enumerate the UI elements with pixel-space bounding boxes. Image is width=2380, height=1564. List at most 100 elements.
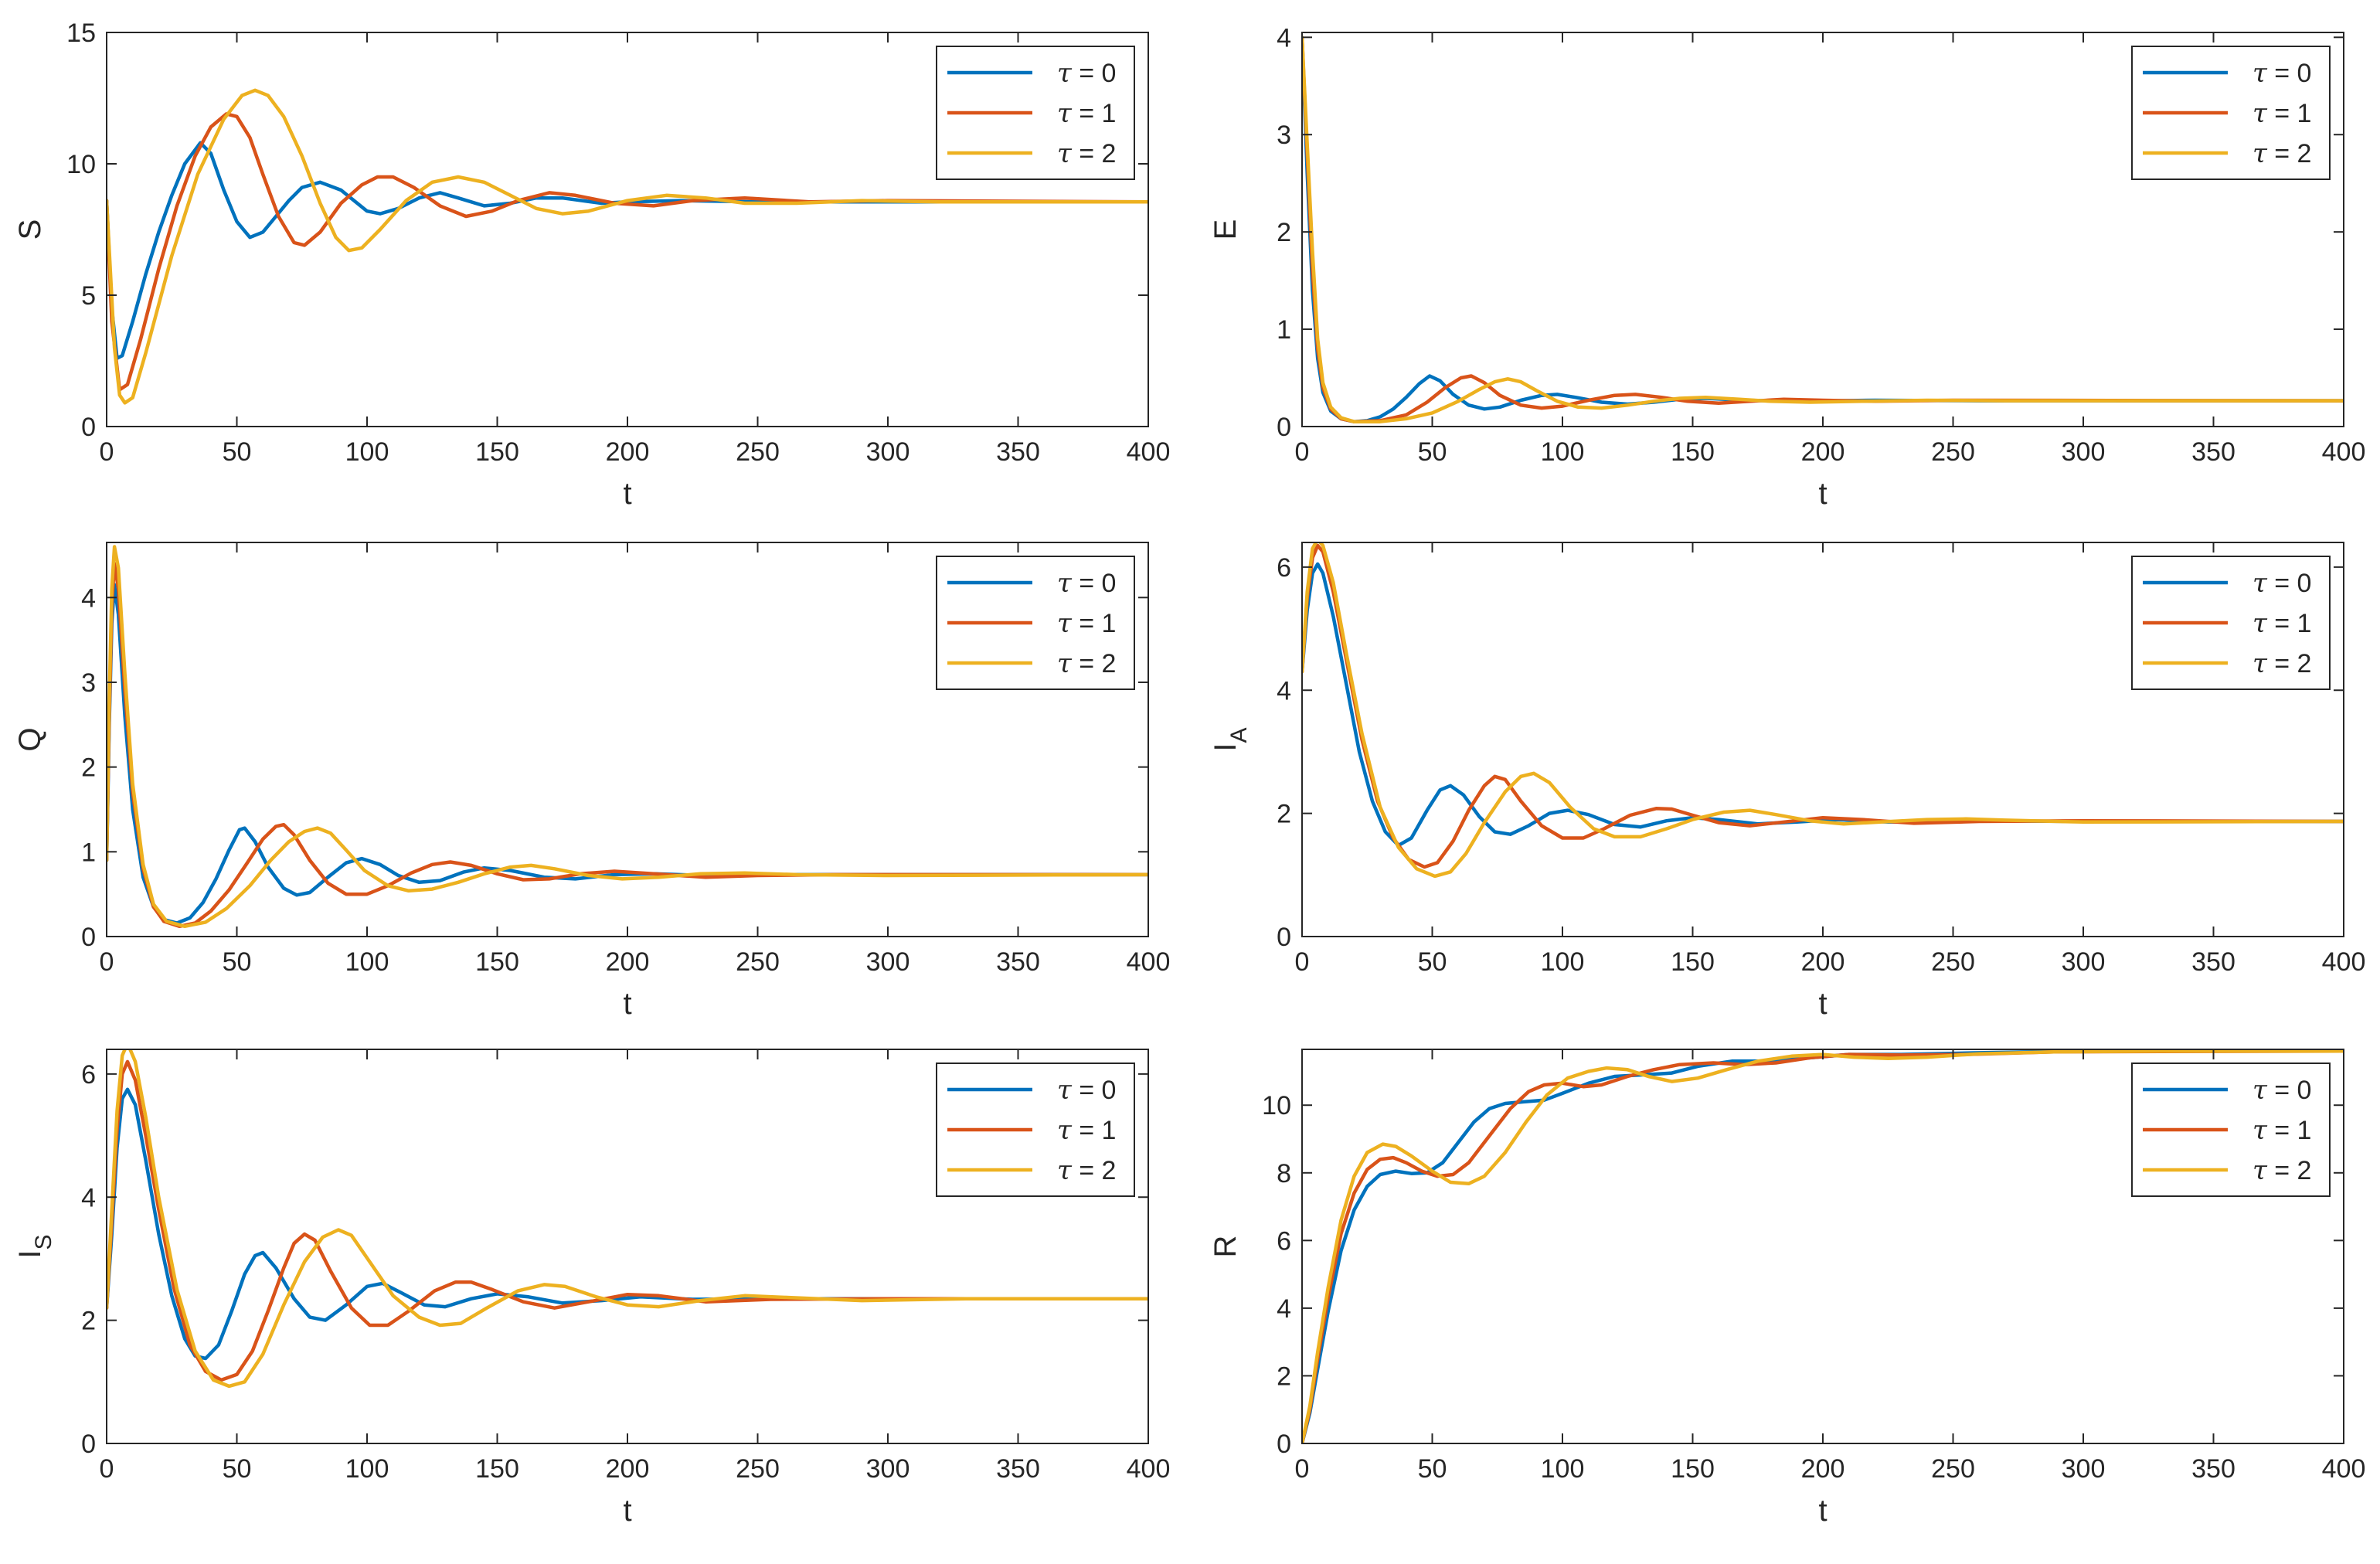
legend-tau-symbol: τ <box>1057 568 1073 599</box>
legend-entry: τ = 0 <box>1057 568 1116 599</box>
y-axis-label: Q <box>13 727 47 751</box>
y-axis-label-main: R <box>1209 1236 1243 1258</box>
x-tick-label: 0 <box>1295 1454 1310 1484</box>
legend: τ = 0τ = 1τ = 2 <box>936 1062 1135 1197</box>
x-tick-label: 0 <box>100 437 114 467</box>
x-tick-label: 400 <box>1127 437 1171 467</box>
y-axis-label-main: S <box>13 219 47 240</box>
y-tick-label: 4 <box>1277 23 1291 53</box>
legend-value: = 2 <box>2267 139 2312 168</box>
legend-value: = 0 <box>2267 1076 2312 1105</box>
legend-tau-symbol: τ <box>2252 648 2268 679</box>
x-tick-label: 150 <box>1671 947 1715 977</box>
x-tick-label: 250 <box>1931 1454 1975 1484</box>
y-tick-label: 10 <box>66 150 96 179</box>
legend-value: = 1 <box>1072 609 1117 638</box>
y-axis-label-main: I <box>1209 743 1243 751</box>
x-tick-label: 350 <box>2191 1454 2236 1484</box>
x-tick-label: 100 <box>1541 947 1585 977</box>
y-tick-label: 0 <box>1277 923 1291 952</box>
legend: τ = 0τ = 1τ = 2 <box>2131 556 2331 690</box>
x-tick-label: 150 <box>1671 437 1715 467</box>
legend-entry: τ = 2 <box>2252 648 2311 679</box>
legend-value: = 0 <box>2267 569 2312 598</box>
y-axis-label-main: E <box>1209 219 1243 240</box>
x-tick-label: 350 <box>2191 437 2236 467</box>
legend: τ = 0τ = 1τ = 2 <box>2131 1062 2331 1197</box>
x-tick-label: 150 <box>475 1454 519 1484</box>
y-tick-label: 4 <box>81 1183 96 1212</box>
x-tick-label: 100 <box>345 947 389 977</box>
y-tick-label: 2 <box>81 1307 96 1336</box>
x-tick-label: 300 <box>2062 947 2106 977</box>
x-axis-label: t <box>1818 987 1827 1021</box>
legend: τ = 0τ = 1τ = 2 <box>936 556 1135 690</box>
series-group <box>107 88 1148 405</box>
legend-tau-symbol: τ <box>2252 98 2268 129</box>
series-group <box>107 545 1148 929</box>
legend-entry: τ = 0 <box>2252 58 2311 89</box>
x-tick-label: 0 <box>1295 437 1310 467</box>
legend-entry: τ = 2 <box>2252 1155 2311 1186</box>
y-axis-label-subscript: A <box>1226 727 1252 743</box>
y-tick-label: 4 <box>81 583 96 613</box>
series-group <box>107 1049 1148 1389</box>
x-tick-label: 400 <box>2322 947 2366 977</box>
legend-tau-symbol: τ <box>1057 58 1073 89</box>
legend-value: = 1 <box>1072 1116 1117 1145</box>
legend-value: = 2 <box>2267 649 2312 678</box>
x-tick-label: 350 <box>996 947 1040 977</box>
x-tick-label: 100 <box>1541 437 1585 467</box>
x-tick-label: 200 <box>606 1454 650 1484</box>
x-tick-label: 150 <box>475 437 519 467</box>
y-axis-label-main: Q <box>13 727 47 751</box>
y-tick-label: 5 <box>81 281 96 311</box>
y-axis-label: IS <box>13 1234 56 1258</box>
y-axis-label-main: I <box>13 1250 47 1258</box>
x-axis-label: t <box>1818 1494 1827 1528</box>
legend-tau-symbol: τ <box>2252 1155 2268 1186</box>
legend-entry: τ = 0 <box>1057 58 1116 89</box>
x-axis-label: t <box>623 1494 631 1528</box>
y-tick-label: 6 <box>1277 1226 1291 1256</box>
x-tick-label: 400 <box>1127 947 1171 977</box>
series-line-tau-1 <box>107 1059 1148 1382</box>
y-tick-label: 10 <box>1262 1091 1291 1120</box>
legend-tau-symbol: τ <box>2252 1075 2268 1106</box>
y-tick-label: 6 <box>81 1060 96 1090</box>
legend-entry: τ = 2 <box>2252 138 2311 169</box>
legend-value: = 1 <box>2267 1116 2312 1145</box>
legend: τ = 0τ = 1τ = 2 <box>936 46 1135 180</box>
y-axis-label-subscript: S <box>31 1234 56 1250</box>
x-tick-label: 250 <box>1931 947 1975 977</box>
x-tick-label: 150 <box>1671 1454 1715 1484</box>
legend-tau-symbol: τ <box>1057 1155 1073 1186</box>
y-tick-label: 2 <box>81 753 96 783</box>
legend-entry: τ = 0 <box>1057 1075 1116 1106</box>
legend-entry: τ = 1 <box>1057 1115 1116 1146</box>
x-tick-label: 350 <box>996 437 1040 467</box>
legend-value: = 0 <box>1072 59 1117 88</box>
legend-tau-symbol: τ <box>2252 608 2268 639</box>
x-tick-label: 100 <box>1541 1454 1585 1484</box>
y-tick-label: 4 <box>1277 676 1291 706</box>
x-tick-label: 50 <box>1418 947 1447 977</box>
y-tick-label: 0 <box>81 413 96 442</box>
series-line-tau-1 <box>1302 1049 2344 1443</box>
series-line-tau-2 <box>1302 542 2344 879</box>
x-tick-label: 0 <box>1295 947 1310 977</box>
legend-entry: τ = 1 <box>2252 98 2311 129</box>
x-tick-label: 350 <box>2191 947 2236 977</box>
x-tick-label: 400 <box>2322 1454 2366 1484</box>
legend-value: = 2 <box>1072 649 1117 678</box>
x-tick-label: 200 <box>1801 947 1845 977</box>
y-tick-label: 0 <box>1277 1430 1291 1459</box>
legend-entry: τ = 0 <box>2252 568 2311 599</box>
x-tick-label: 300 <box>866 947 910 977</box>
